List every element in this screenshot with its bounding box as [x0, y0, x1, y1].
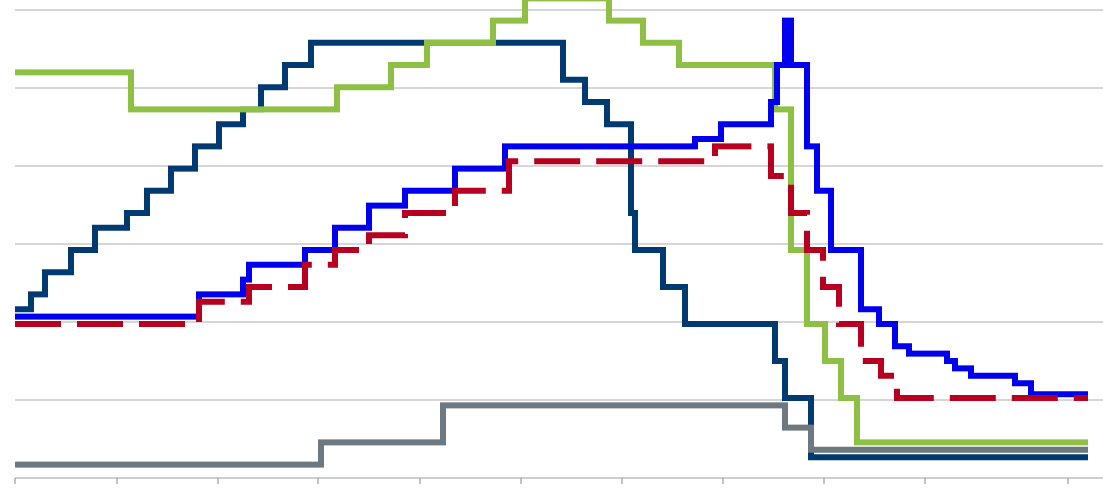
x-axis: [14, 477, 1103, 484]
series-line: [15, 17, 1088, 398]
series-line: [15, 39, 1088, 461]
series-line: [15, 402, 1088, 468]
series-line: [15, 143, 1088, 401]
series-lines: [15, 0, 1088, 468]
series-line: [15, 0, 1088, 446]
